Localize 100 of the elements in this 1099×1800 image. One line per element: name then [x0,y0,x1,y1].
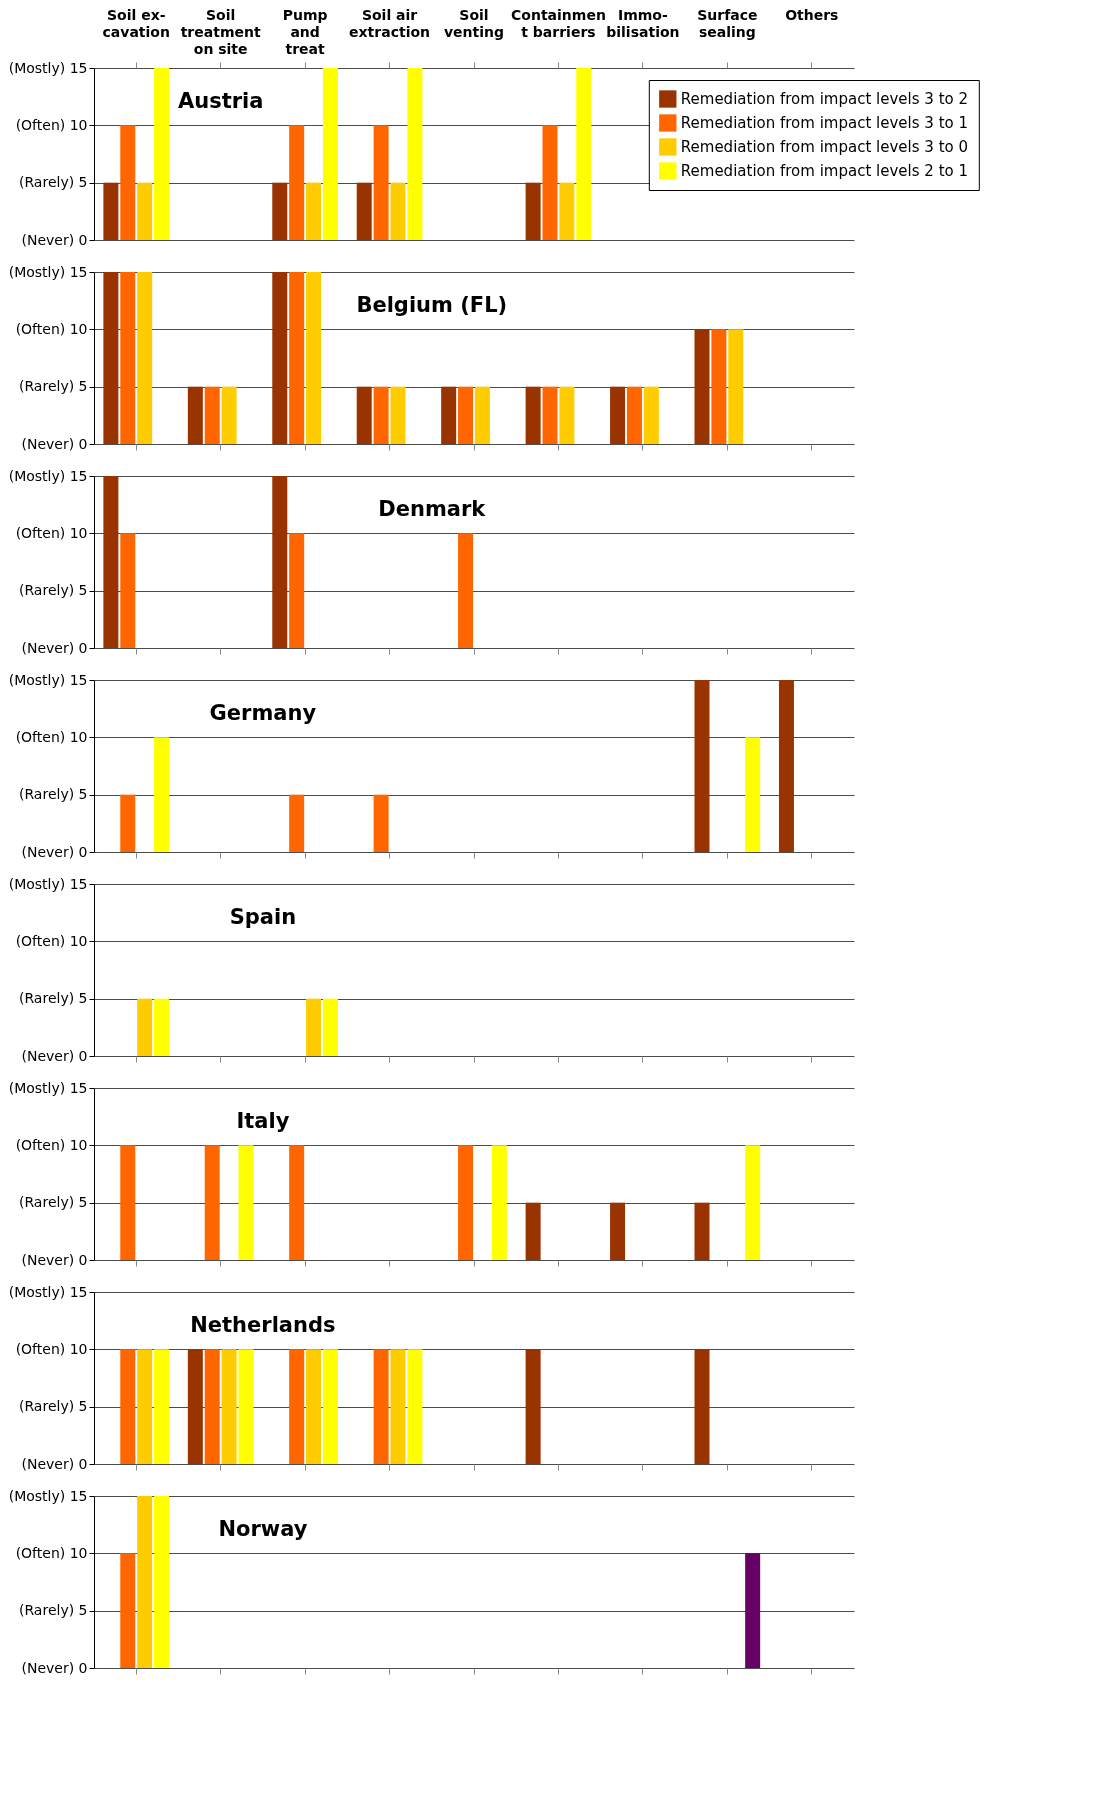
bar [458,386,474,444]
text: Italy [236,1109,290,1134]
bar [525,182,541,240]
y-tick-label: (Rarely) 5 [18,582,88,599]
bar [204,386,220,444]
x-tick-label: Others [785,6,839,23]
bar [356,386,372,444]
bar [221,386,237,444]
bar [272,272,288,444]
legend-label: Remediation from impact levels 3 to 1 [680,114,968,132]
text: Spain [229,905,297,930]
y-tick-label: (Never) 0 [21,1047,88,1064]
bar [610,386,626,444]
y-tick-label: (Mostly) 15 [8,1487,88,1504]
bar [154,737,170,852]
bar [120,794,136,852]
bar [137,182,153,240]
text: Norway [218,1517,308,1542]
bar [272,182,288,240]
x-tick-label: Immo- bilisation [606,6,680,40]
y-tick-label: (Never) 0 [21,1251,88,1268]
bar [103,182,119,240]
bar [356,182,372,240]
bar [559,386,575,444]
text: Germany [209,701,317,726]
bar [289,272,305,444]
bar [289,125,305,240]
bar [120,125,136,240]
bar [187,386,203,444]
y-tick-label: (Never) 0 [21,1659,88,1676]
text: Netherlands [190,1313,336,1338]
y-tick-label: (Mostly) 15 [8,671,88,688]
bar [373,794,389,852]
y-tick-label: (Never) 0 [21,843,88,860]
y-tick-label: (Mostly) 15 [8,1079,88,1096]
bar [390,386,406,444]
text: Denmark [378,497,487,522]
bar [407,68,423,240]
bar [559,182,575,240]
y-tick-label: (Rarely) 5 [18,1602,88,1619]
bar [441,386,457,444]
x-tick-label: Surface sealing [697,6,758,40]
bar [154,68,170,240]
y-tick-label: (Rarely) 5 [18,378,88,395]
bar [728,329,744,444]
bar [322,68,338,240]
bar [778,680,794,852]
bar [542,125,558,240]
legend-label: Remediation from impact levels 3 to 0 [680,138,968,156]
bar [542,386,558,444]
bar [745,737,761,852]
y-tick-label: (Often) 10 [15,116,88,133]
y-tick-label: (Often) 10 [15,728,88,745]
x-tick-label: Soil venting [443,6,505,40]
bar [120,272,136,444]
text: Austria [177,89,264,114]
y-tick-label: (Often) 10 [15,1340,88,1357]
bar [137,272,153,444]
y-tick-label: (Rarely) 5 [18,990,88,1007]
bar [694,680,710,852]
bar [525,386,541,444]
x-tick-label: Soil air extraction [349,6,431,40]
y-tick-label: (Never) 0 [21,1455,88,1472]
bar [373,386,389,444]
bar [474,386,490,444]
y-tick-label: (Often) 10 [15,932,88,949]
bar [373,125,389,240]
bar [626,386,642,444]
y-tick-label: (Mostly) 15 [8,467,88,484]
y-tick-label: (Rarely) 5 [18,1398,88,1415]
bar [306,182,322,240]
bar [711,329,727,444]
text: Belgium (FL) [356,293,508,318]
y-tick-label: (Often) 10 [15,524,88,541]
x-tick-label: Containmen t barriers [511,6,606,40]
x-tick-label: Soil ex- cavation [102,6,170,40]
bar [289,794,305,852]
bar [103,272,119,444]
bar [576,68,592,240]
y-tick-label: (Never) 0 [21,435,88,452]
bar [390,182,406,240]
y-tick-label: (Never) 0 [21,231,88,248]
y-tick-label: (Rarely) 5 [18,174,88,191]
legend-label: Remediation from impact levels 3 to 2 [680,90,968,108]
y-tick-label: (Mostly) 15 [8,263,88,280]
y-tick-label: (Never) 0 [21,639,88,656]
x-tick-label: Pump and treat [282,6,328,57]
y-tick-label: (Mostly) 15 [8,59,88,76]
bar [694,329,710,444]
y-tick-label: (Often) 10 [15,1136,88,1153]
legend-label: Remediation from impact levels 2 to 1 [680,162,968,180]
y-tick-label: (Often) 10 [15,320,88,337]
x-tick-label: Soil treatment on site [180,6,261,57]
y-tick-label: (Mostly) 15 [8,875,88,892]
y-tick-label: (Rarely) 5 [18,1194,88,1211]
bar [643,386,659,444]
y-tick-label: (Mostly) 15 [8,1283,88,1300]
y-tick-label: (Often) 10 [15,1544,88,1561]
y-tick-label: (Rarely) 5 [18,786,88,803]
bar [306,272,322,444]
